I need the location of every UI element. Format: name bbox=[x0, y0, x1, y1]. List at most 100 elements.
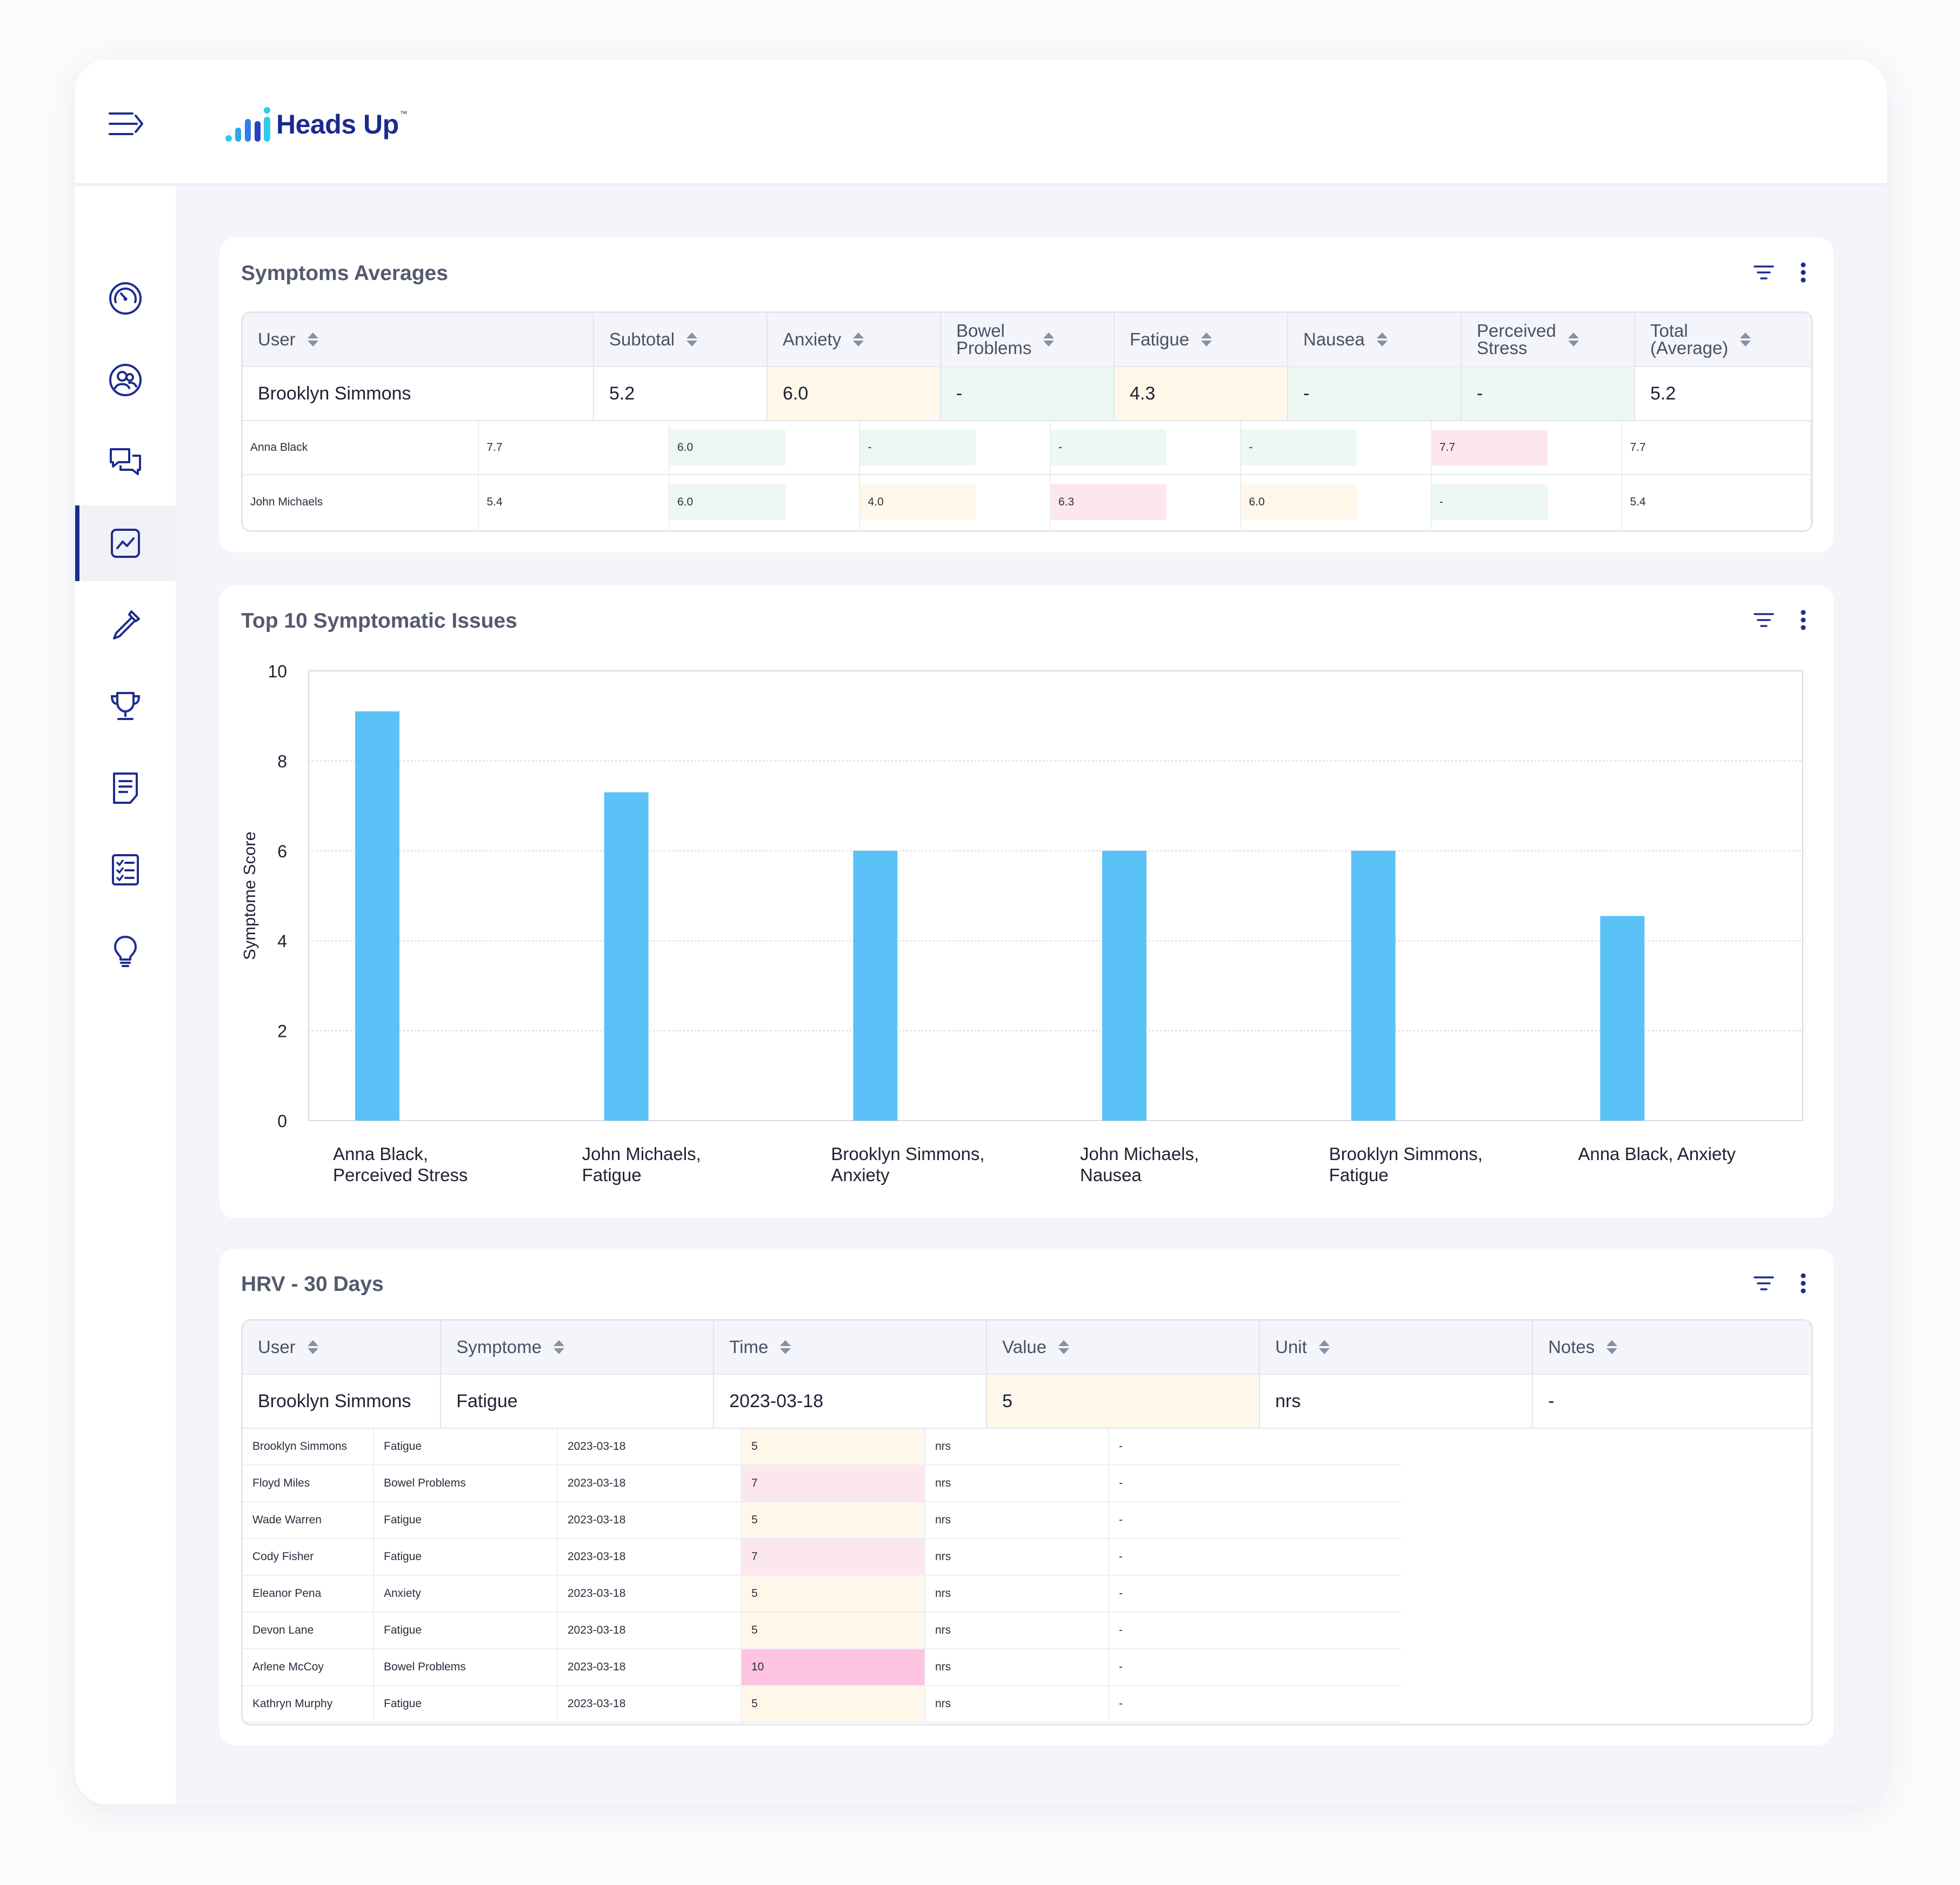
gauge-icon bbox=[109, 282, 142, 315]
column-header-bowel-problems[interactable]: Bowel Problems bbox=[941, 313, 1115, 366]
cell-user: Cody Fisher bbox=[243, 1539, 374, 1575]
table-row[interactable]: Wade Warren Fatigue 2023-03-18 5 nrs - bbox=[243, 1502, 1401, 1539]
sidebar-item-tests[interactable] bbox=[75, 587, 176, 663]
table-row[interactable]: Eleanor Pena Anxiety 2023-03-18 5 nrs - bbox=[243, 1576, 1401, 1613]
cell-subtotal: 5.4 bbox=[479, 475, 670, 529]
value-pill: 4.0 bbox=[860, 484, 976, 520]
cell-fatigue: - bbox=[1050, 421, 1242, 474]
sidebar-item-checklists[interactable] bbox=[75, 832, 176, 908]
y-tick-label: 0 bbox=[277, 1111, 287, 1131]
cell-nausea: - bbox=[1288, 367, 1462, 420]
bar[interactable] bbox=[604, 792, 649, 1121]
users-icon bbox=[109, 364, 142, 396]
cell-value: 7 bbox=[742, 1539, 925, 1575]
lightbulb-icon bbox=[114, 936, 137, 967]
menu-toggle-icon[interactable] bbox=[109, 110, 144, 137]
cell-notes: - bbox=[1119, 1624, 1123, 1636]
cell-unit: nrs bbox=[925, 1649, 1109, 1685]
x-tick-label: Brooklyn Simmons, Fatigue bbox=[1329, 1143, 1545, 1185]
cell-total-average: 5.2 bbox=[1650, 383, 1676, 404]
sort-icon[interactable] bbox=[1568, 332, 1579, 347]
column-header-user[interactable]: User bbox=[243, 1321, 442, 1374]
column-header-symptome[interactable]: Symptome bbox=[441, 1321, 715, 1374]
sort-icon[interactable] bbox=[686, 332, 698, 347]
sort-icon[interactable] bbox=[307, 332, 318, 347]
more-options-icon[interactable] bbox=[1800, 262, 1806, 283]
column-header-anxiety[interactable]: Anxiety bbox=[768, 313, 941, 366]
sort-icon[interactable] bbox=[553, 1340, 564, 1354]
sort-icon[interactable] bbox=[1318, 1340, 1330, 1354]
table-row[interactable]: Brooklyn Simmons Fatigue 2023-03-18 5 nrs - bbox=[243, 1429, 1401, 1466]
cell-fatigue: 4.3 bbox=[1115, 367, 1288, 420]
sort-icon[interactable] bbox=[1740, 332, 1751, 347]
filter-icon[interactable] bbox=[1754, 612, 1774, 628]
x-tick-label: Brooklyn Simmons, Anxiety bbox=[831, 1143, 1047, 1185]
column-header-unit[interactable]: Unit bbox=[1260, 1321, 1534, 1374]
column-header-fatigue[interactable]: Fatigue bbox=[1115, 313, 1288, 366]
value-pill: 6.3 bbox=[1050, 484, 1166, 520]
cell-total-average: 5.4 bbox=[1622, 475, 1811, 529]
column-header-nausea[interactable]: Nausea bbox=[1288, 313, 1462, 366]
bar[interactable] bbox=[1351, 850, 1396, 1121]
filter-icon[interactable] bbox=[1754, 264, 1774, 281]
column-label: Time bbox=[729, 1337, 769, 1357]
top-issues-title: Top 10 Symptomatic Issues bbox=[241, 609, 517, 632]
cell-unit: nrs bbox=[1260, 1375, 1534, 1428]
trophy-icon bbox=[110, 692, 141, 720]
table-row[interactable]: Arlene McCoy Bowel Problems 2023-03-18 10 nr… bbox=[243, 1649, 1401, 1686]
sort-icon[interactable] bbox=[1043, 332, 1055, 347]
sidebar-item-analytics[interactable] bbox=[75, 505, 176, 581]
symptoms-averages-card: Symptoms Averages User Subtotal Anxiety Bow… bbox=[219, 238, 1834, 552]
sidebar-item-dashboard[interactable] bbox=[75, 261, 176, 336]
cell-perceived-stress: - bbox=[1462, 367, 1635, 420]
sort-icon[interactable] bbox=[1201, 332, 1212, 347]
bar[interactable] bbox=[1600, 916, 1645, 1121]
column-header-notes[interactable]: Notes bbox=[1533, 1321, 1811, 1374]
table-row[interactable]: John Michaels 5.4 6.0 4.0 6.3 6.0-5.4 bbox=[243, 475, 1811, 529]
column-header-perceived-stress[interactable]: Perceived Stress bbox=[1462, 313, 1635, 366]
more-options-icon[interactable] bbox=[1800, 609, 1806, 631]
column-header-time[interactable]: Time bbox=[714, 1321, 988, 1374]
sort-icon[interactable] bbox=[1376, 332, 1388, 347]
sort-icon[interactable] bbox=[780, 1340, 791, 1354]
column-header-total-average[interactable]: Total (Average) bbox=[1635, 313, 1811, 366]
column-header-subtotal[interactable]: Subtotal bbox=[594, 313, 768, 366]
table-row[interactable]: Floyd Miles Bowel Problems 2023-03-18 7 nrs - bbox=[243, 1466, 1401, 1502]
chat-icon bbox=[110, 448, 141, 475]
table-header: User Symptome Time Value Unit Notes bbox=[243, 1321, 1811, 1375]
column-label: Bowel Problems bbox=[956, 321, 1032, 358]
table-row[interactable]: Kathryn Murphy Fatigue 2023-03-18 5 nrs - bbox=[243, 1686, 1401, 1723]
sidebar-item-users[interactable] bbox=[75, 342, 176, 418]
sort-icon[interactable] bbox=[853, 332, 864, 347]
table-row[interactable]: Anna Black 7.7 6.0- - -7.7 7.7 bbox=[243, 421, 1811, 475]
column-header-user[interactable]: User bbox=[243, 313, 594, 366]
table-row[interactable]: Devon Lane Fatigue 2023-03-18 5 nrs - bbox=[243, 1613, 1401, 1649]
cell-notes: - bbox=[1119, 1661, 1123, 1673]
cell-time: 2023-03-18 bbox=[558, 1429, 742, 1464]
sort-icon[interactable] bbox=[1606, 1340, 1618, 1354]
sidebar-item-insights[interactable] bbox=[75, 914, 176, 989]
more-options-icon[interactable] bbox=[1800, 1273, 1806, 1294]
sort-icon[interactable] bbox=[1058, 1340, 1070, 1354]
cell-fatigue: 6.3 bbox=[1050, 475, 1242, 529]
column-label: Subtotal bbox=[609, 329, 675, 349]
filter-icon[interactable] bbox=[1754, 1275, 1774, 1291]
cell-notes: - bbox=[1119, 1697, 1123, 1710]
sort-icon[interactable] bbox=[307, 1340, 318, 1354]
table-row[interactable]: Cody Fisher Fatigue 2023-03-18 7 nrs - bbox=[243, 1539, 1401, 1576]
value-pill: - bbox=[1431, 484, 1548, 520]
cell-notes: - bbox=[1548, 1390, 1555, 1411]
cell-time: 2023-03-18 bbox=[558, 1502, 742, 1538]
column-label: Perceived Stress bbox=[1477, 321, 1556, 358]
sidebar-item-reports[interactable] bbox=[75, 750, 176, 826]
column-header-value[interactable]: Value bbox=[987, 1321, 1261, 1374]
app-logo[interactable]: Heads Up ™ bbox=[224, 97, 408, 151]
bar[interactable] bbox=[853, 850, 898, 1121]
sidebar-item-achievements[interactable] bbox=[75, 669, 176, 744]
bar[interactable] bbox=[355, 711, 399, 1121]
column-label: User bbox=[258, 1337, 296, 1357]
bar[interactable] bbox=[1102, 850, 1146, 1121]
table-row[interactable]: Brooklyn Simmons Fatigue 2023-03-18 5 nrs - bbox=[243, 1375, 1811, 1429]
sidebar-item-messages[interactable] bbox=[75, 424, 176, 499]
table-row[interactable]: Brooklyn Simmons 5.2 6.0-4.3- -5.2 bbox=[243, 367, 1811, 421]
